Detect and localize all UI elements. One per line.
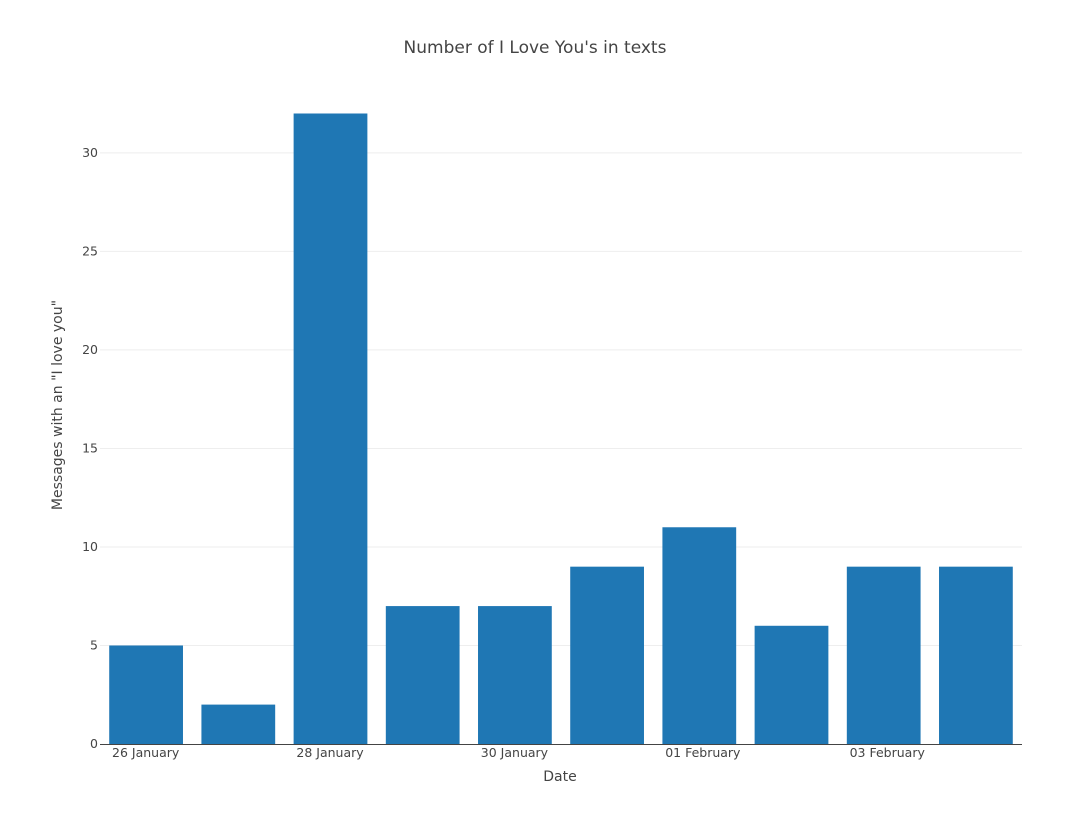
y-tick-label: 5 bbox=[90, 637, 98, 652]
chart-title: Number of I Love You's in texts bbox=[404, 38, 667, 58]
bar bbox=[385, 606, 460, 744]
bar bbox=[109, 645, 183, 744]
bar bbox=[662, 527, 737, 744]
x-tick-label: 01 February bbox=[665, 745, 741, 760]
y-tick-label: 10 bbox=[82, 539, 98, 554]
bar bbox=[478, 606, 552, 744]
bars bbox=[109, 113, 1013, 745]
x-tick-label: 28 January bbox=[296, 745, 364, 760]
x-axis-ticks: 26 January 28 January 30 January 01 Februar… bbox=[112, 745, 925, 760]
x-tick-label: 03 February bbox=[850, 745, 926, 760]
bar bbox=[570, 566, 644, 744]
bar bbox=[846, 566, 921, 744]
y-axis-title: Messages with an "I love you" bbox=[50, 300, 66, 510]
y-tick-label: 15 bbox=[82, 440, 98, 455]
bar bbox=[939, 566, 1013, 744]
x-tick-label: 30 January bbox=[481, 745, 549, 760]
bar bbox=[293, 113, 368, 745]
x-axis-title: Date bbox=[543, 769, 576, 785]
y-tick-label: 25 bbox=[82, 243, 98, 258]
y-tick-label: 30 bbox=[82, 145, 98, 160]
bar bbox=[754, 625, 829, 744]
bar bbox=[201, 704, 276, 744]
y-tick-label: 0 bbox=[90, 736, 98, 751]
y-tick-label: 20 bbox=[82, 342, 98, 357]
x-tick-label: 26 January bbox=[112, 745, 180, 760]
y-axis-ticks: 0 5 10 15 20 25 30 bbox=[82, 145, 98, 751]
